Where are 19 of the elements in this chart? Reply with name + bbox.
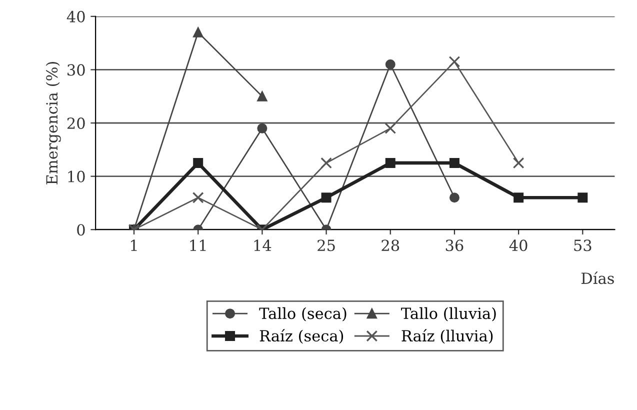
legend-label: Tallo (lluvia) xyxy=(401,307,496,322)
y-tick-label: 20 xyxy=(67,117,85,130)
x-tick-label: 28 xyxy=(382,240,400,252)
y-axis-title: Emergencia (%) xyxy=(46,62,61,184)
x-tick-label: 11 xyxy=(190,240,206,251)
x-tick-label: 14 xyxy=(254,240,272,251)
legend-label: Tallo (seca) xyxy=(259,307,346,322)
y-tick-label: 0 xyxy=(77,224,85,236)
x-axis-title: Días xyxy=(581,272,614,284)
x-tick-label: 25 xyxy=(318,240,335,252)
x-tick-label: 53 xyxy=(574,240,592,252)
x-tick-label: 40 xyxy=(509,240,528,252)
x-tick-label: 36 xyxy=(446,240,464,252)
legend-label: Raíz (seca) xyxy=(260,329,344,344)
y-tick-label: 30 xyxy=(68,64,85,76)
x-tick-label: 1 xyxy=(131,240,137,251)
y-tick-label: 10 xyxy=(68,170,85,182)
legend-label: Raíz (lluvia) xyxy=(402,329,493,344)
y-tick-label: 40 xyxy=(66,10,85,22)
